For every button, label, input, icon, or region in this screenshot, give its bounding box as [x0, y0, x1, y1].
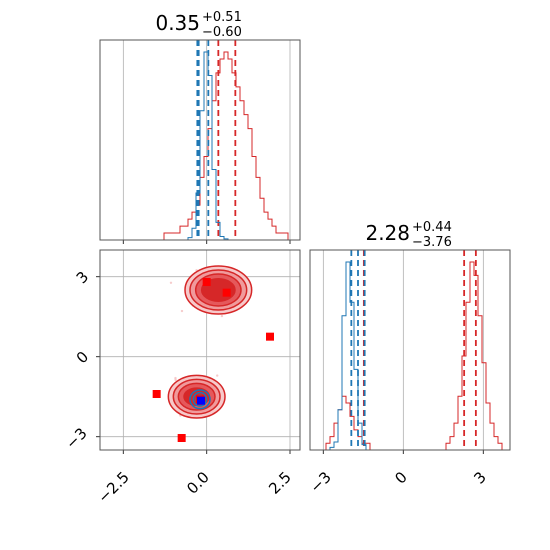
red-marker: [202, 278, 211, 286]
panel-frame: [309, 249, 511, 451]
red-marker: [266, 332, 274, 341]
x-tick-label: 2.5: [265, 468, 295, 498]
sample-point: [169, 281, 173, 285]
scatter-panel-bottom-left: [96, 249, 301, 454]
x-tick-label: 0.0: [183, 468, 213, 498]
blue-histogram-line: [310, 261, 510, 451]
top-left-title-value: 0.35: [155, 11, 200, 35]
bottom-right-title-value: 2.28: [365, 221, 410, 245]
y-tick-label: −3: [62, 424, 90, 452]
x-tick-label: −3: [306, 468, 334, 496]
bottom-right-title: 2.28 +0.44 −3.76: [365, 220, 451, 250]
sample-point: [180, 309, 184, 313]
bottom-right-title-sup: +0.44: [412, 220, 452, 235]
red-marker: [222, 288, 231, 297]
top-left-title: 0.35 +0.51 −0.60: [155, 10, 241, 40]
top-left-title-sub: −0.60: [202, 25, 242, 40]
red-marker: [152, 390, 161, 398]
sample-point: [174, 376, 177, 380]
x-tick-labels-bottom-left: −2.5 0.0 2.5: [94, 468, 294, 506]
bottom-right-title-sub: −3.76: [412, 235, 452, 250]
sample-point: [220, 314, 224, 318]
blue-marker: [197, 396, 205, 405]
x-tick-label: −2.5: [94, 468, 132, 506]
sample-point: [216, 374, 219, 377]
sample-point: [174, 378, 177, 382]
blue-contour: [192, 391, 208, 407]
histogram-panel-bottom-right: [309, 249, 511, 454]
panel-frame: [99, 39, 301, 241]
red-marker: [177, 434, 186, 442]
x-tick-label: 3: [470, 468, 489, 487]
y-tick-label: 0: [73, 348, 92, 367]
panel-frame: [99, 249, 301, 451]
histogram-panel-top-left: [99, 39, 301, 244]
x-tick-label: 0: [391, 468, 410, 487]
red-histogram-line: [310, 261, 510, 451]
y-tick-label: 3: [73, 268, 92, 287]
x-tick-labels-bottom-right: −3 0 3: [306, 468, 489, 496]
top-left-title-sup: +0.51: [202, 10, 242, 25]
y-tick-labels-bottom-left: 3 0 −3: [62, 268, 92, 453]
blue-histogram-line: [100, 51, 300, 241]
blue-contour: [189, 389, 211, 410]
